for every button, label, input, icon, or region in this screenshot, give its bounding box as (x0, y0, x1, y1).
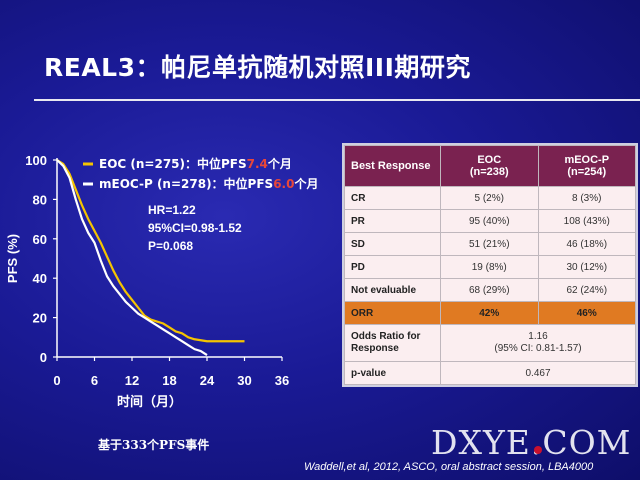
cell-p-value: 0.467 (440, 361, 636, 385)
cell-meocp: 46% (537, 301, 636, 325)
x-tick-label: 30 (237, 373, 251, 388)
y-tick-label: 60 (33, 232, 47, 247)
title-divider (34, 99, 640, 101)
table-row-orr: ORR 42% 46% (344, 301, 636, 325)
watermark-logo: DXYE.COM (431, 423, 632, 462)
x-tick-label: 36 (275, 373, 289, 388)
row-label: PR (344, 209, 441, 233)
cell-meocp: 62 (24%) (537, 278, 636, 302)
row-label: p-value (344, 361, 441, 385)
table-row-not-evaluable: Not evaluable 68 (29%) 62 (24%) (344, 278, 636, 302)
legend-entry: mEOC-P (n=278)：中位PFS6.0个月 (99, 176, 318, 191)
x-tick-label: 18 (162, 373, 176, 388)
header-meocp: mEOC-P (n=254) (537, 145, 636, 187)
cell-eoc: 68 (29%) (440, 278, 539, 302)
best-response-table: Best Response EOC (n=238) mEOC-P (n=254)… (342, 143, 638, 387)
table-row-cr: CR 5 (2%) 8 (3%) (344, 186, 636, 210)
chart-curves (56, 159, 245, 356)
cell-eoc: 19 (8%) (440, 255, 539, 279)
y-axis-label: PFS (%) (5, 234, 20, 283)
table-row-p-value: p-value 0.467 (344, 361, 636, 385)
legend-label: EOC (n=275)：中位PFS (99, 156, 247, 171)
cell-meocp: 108 (43%) (537, 209, 636, 233)
header-eoc: EOC (n=238) (440, 145, 539, 187)
tick-labels: 0 6 12 18 24 30 36 0 20 40 60 80 100 (25, 153, 289, 388)
cell-odds-ratio: 1.16 (95% CI: 0.81-1.57) (440, 324, 636, 362)
watermark-dot (534, 446, 542, 454)
series-line-meoc-p (56, 159, 208, 356)
row-label: SD (344, 232, 441, 256)
chart-axes (53, 158, 283, 361)
x-tick-label: 0 (53, 373, 60, 388)
table-row-odds-ratio: Odds Ratio for Response 1.16 (95% CI: 0.… (344, 324, 636, 362)
legend-median-value: 6.0 (273, 177, 294, 191)
y-tick-label: 40 (33, 271, 47, 286)
legend-unit: 个月 (293, 176, 318, 191)
slide-title: REAL3：帕尼单抗随机对照III期研究 (44, 53, 471, 82)
table-header-row: Best Response EOC (n=238) mEOC-P (n=254) (344, 145, 636, 187)
header-best-response: Best Response (344, 145, 441, 187)
cell-eoc: 5 (2%) (440, 186, 539, 210)
cell-eoc: 42% (440, 301, 539, 325)
cell-meocp: 46 (18%) (537, 232, 636, 256)
row-label: PD (344, 255, 441, 279)
citation: Waddell,et al, 2012, ASCO, oral abstract… (304, 461, 594, 473)
chart-annotations: HR=1.22 95%CI=0.98-1.52 P=0.068 (148, 203, 242, 253)
x-tick-label: 24 (200, 373, 215, 388)
pfs-events-note: 基于333个PFS事件 (98, 438, 210, 452)
legend-median-value: 7.4 (247, 157, 268, 171)
legend-unit: 个月 (267, 156, 292, 171)
x-axis-label: 时间（月） (117, 394, 182, 410)
cell-meocp: 30 (12%) (537, 255, 636, 279)
legend-entry: EOC (n=275)：中位PFS7.4个月 (99, 156, 292, 171)
table-row-pr: PR 95 (40%) 108 (43%) (344, 209, 636, 233)
cell-eoc: 51 (21%) (440, 232, 539, 256)
cell-meocp: 8 (3%) (537, 186, 636, 210)
row-label: CR (344, 186, 441, 210)
legend-label: mEOC-P (n=278)：中位PFS (99, 176, 273, 191)
stat-annotation: 95%CI=0.98-1.52 (148, 221, 242, 235)
table-row-sd: SD 51 (21%) 46 (18%) (344, 232, 636, 256)
y-tick-label: 20 (33, 311, 47, 326)
y-tick-label: 80 (33, 192, 47, 207)
cell-eoc: 95 (40%) (440, 209, 539, 233)
y-tick-label: 100 (25, 153, 47, 168)
stat-annotation: P=0.068 (148, 239, 193, 253)
row-label: Odds Ratio for Response (344, 324, 441, 362)
stat-annotation: HR=1.22 (148, 203, 196, 217)
x-tick-label: 6 (91, 373, 98, 388)
y-tick-label: 0 (40, 350, 47, 365)
row-label: ORR (344, 301, 441, 325)
row-label: Not evaluable (344, 278, 441, 302)
x-tick-label: 12 (125, 373, 139, 388)
series-line-eoc (56, 159, 245, 343)
table-row-pd: PD 19 (8%) 30 (12%) (344, 255, 636, 279)
